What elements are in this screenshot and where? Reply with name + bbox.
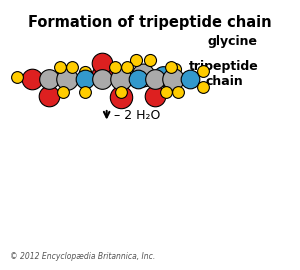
Point xyxy=(100,73,104,77)
Point xyxy=(169,65,174,69)
Point xyxy=(176,90,180,94)
Point xyxy=(141,73,146,77)
Point xyxy=(82,70,87,75)
Point xyxy=(160,74,165,78)
Point xyxy=(172,82,177,86)
Point xyxy=(136,77,141,81)
Point xyxy=(82,90,87,94)
Point xyxy=(201,69,206,74)
Text: glycine: glycine xyxy=(208,35,258,48)
Point xyxy=(124,65,129,69)
Point xyxy=(46,93,51,98)
Point xyxy=(201,85,206,89)
Point xyxy=(70,65,74,69)
Point xyxy=(119,76,124,80)
Point xyxy=(164,90,169,94)
Text: – 2 H₂O: – 2 H₂O xyxy=(114,109,161,122)
Point xyxy=(119,90,124,94)
Text: © 2012 Encyclopædia Britannica, Inc.: © 2012 Encyclopædia Britannica, Inc. xyxy=(11,252,156,261)
Point xyxy=(119,95,124,100)
Point xyxy=(113,65,118,69)
Text: Formation of tripeptide chain: Formation of tripeptide chain xyxy=(28,15,272,30)
Text: tripeptide
chain: tripeptide chain xyxy=(189,60,259,88)
Point xyxy=(119,77,124,81)
Point xyxy=(61,90,66,94)
Point xyxy=(65,77,70,81)
Point xyxy=(82,77,87,81)
Point xyxy=(29,77,34,81)
Point xyxy=(188,77,193,81)
Point xyxy=(100,61,104,65)
Point xyxy=(100,77,104,81)
Point xyxy=(46,77,51,81)
Point xyxy=(15,75,20,79)
Text: 3: 3 xyxy=(60,65,70,80)
Point xyxy=(172,66,177,71)
Point xyxy=(152,77,157,81)
Point xyxy=(152,93,157,98)
Point xyxy=(58,65,63,69)
Point xyxy=(171,77,176,81)
Point xyxy=(133,58,138,62)
Point xyxy=(148,58,152,62)
